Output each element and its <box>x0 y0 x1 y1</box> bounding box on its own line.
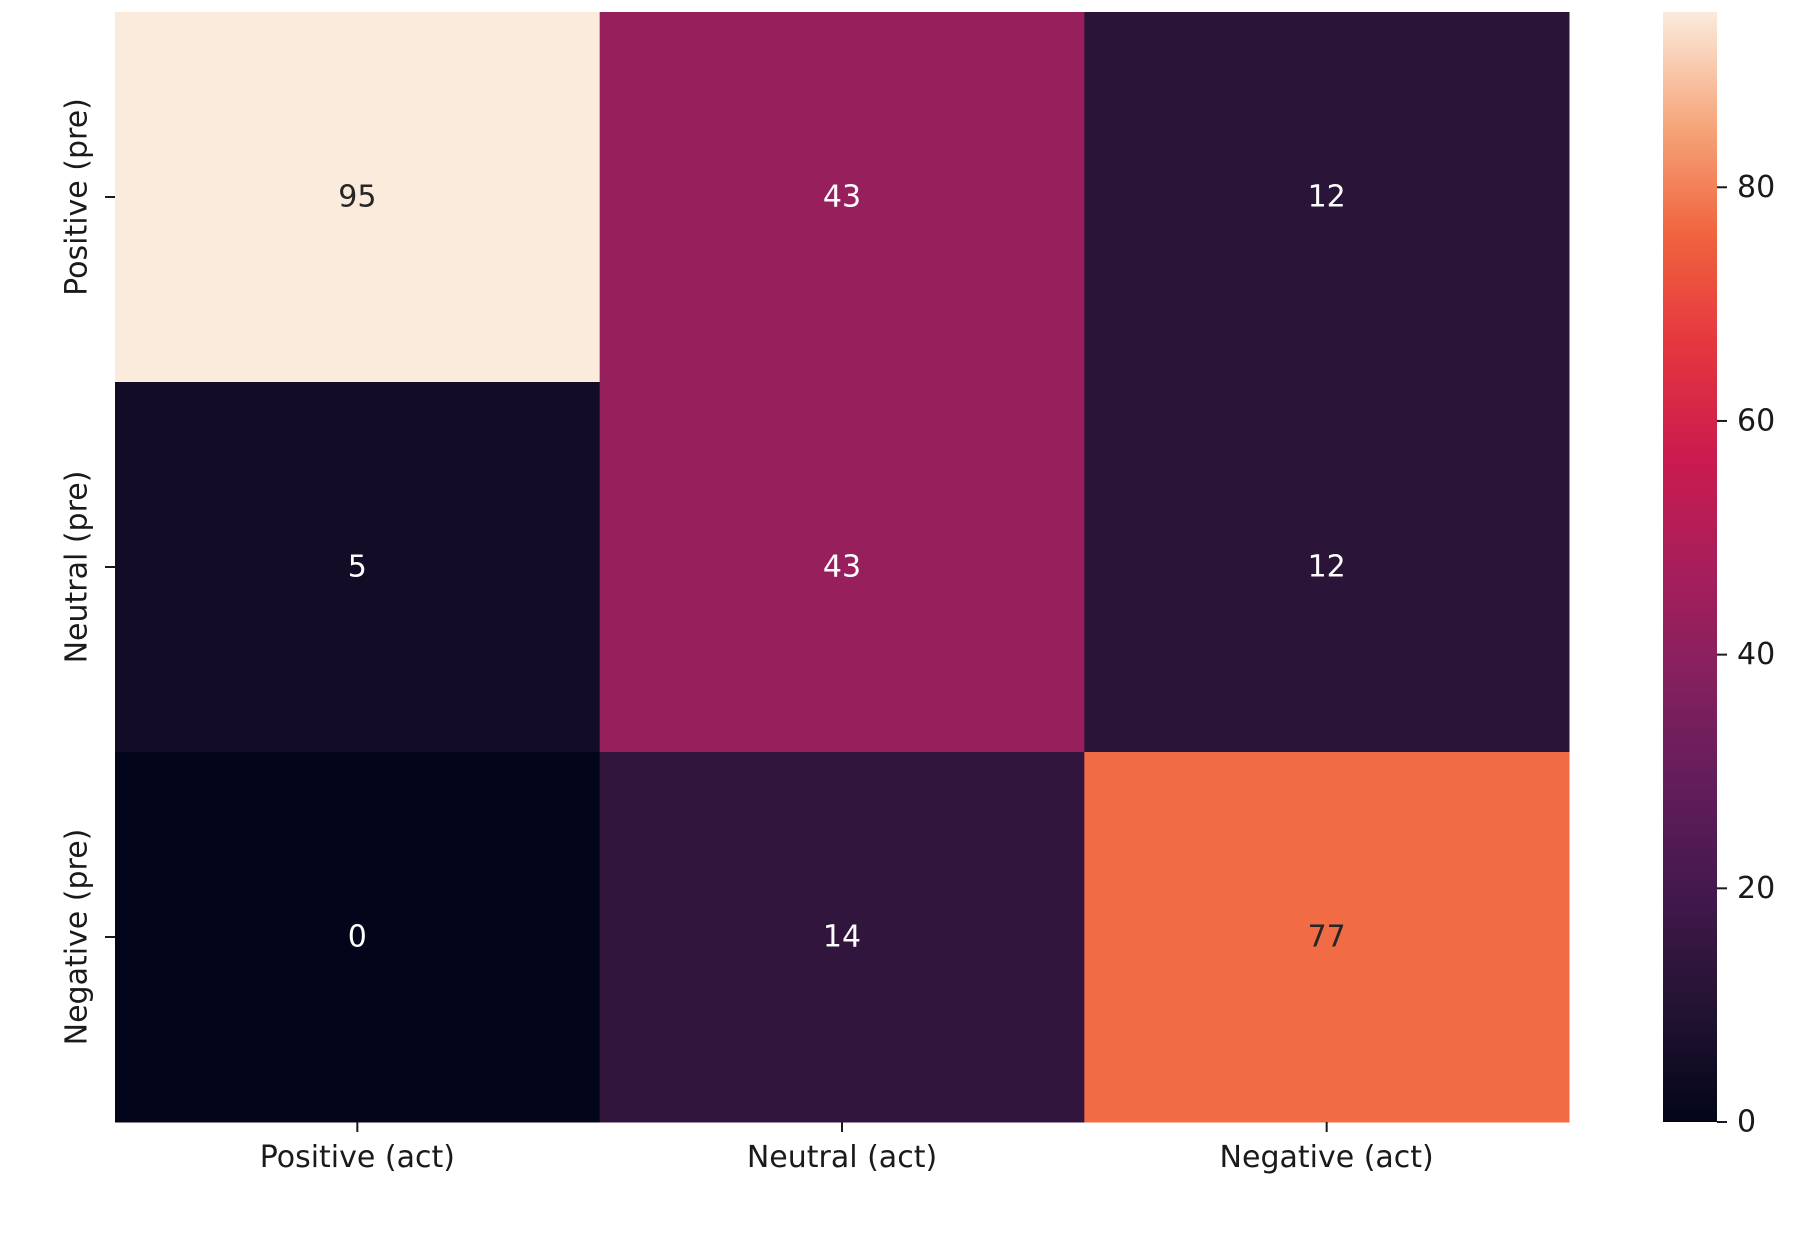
colorbar-ticks: 0 20 40 60 80 <box>1717 170 1775 1140</box>
heatmap-cell-r0-c2 <box>1084 12 1570 383</box>
heatmap-cells <box>115 12 1570 1123</box>
heatmap-cell-labels: 95 43 12 5 43 12 0 14 77 <box>338 180 1346 955</box>
cell-value-label-r2-c1: 14 <box>823 920 861 955</box>
cell-value-label-r1-c1: 43 <box>823 550 861 585</box>
heatmap-cell-r1-c1 <box>599 382 1085 753</box>
cell-value-label-r0-c2: 12 <box>1308 180 1346 215</box>
heatmap-cell-r2-c0 <box>115 752 601 1123</box>
heatmap-cell-r0-c0 <box>115 12 601 383</box>
cell-value-label-r2-c0: 0 <box>348 920 367 955</box>
y-axis: Positive (pre) Neutral (pre) Negative (pre… <box>60 98 115 1046</box>
cell-value-label-r0-c0: 95 <box>338 180 376 215</box>
x-axis: Positive (act) Neutral (act) Negative (act… <box>260 1122 1434 1175</box>
colorbar-tick-label-2: 40 <box>1737 637 1775 672</box>
y-tick-label-2: Negative (pre) <box>60 829 95 1046</box>
colorbar-gradient <box>1663 12 1717 1122</box>
cell-value-label-r0-c1: 43 <box>823 180 861 215</box>
heatmap-cell-r2-c1 <box>599 752 1085 1123</box>
colorbar-tick-label-1: 20 <box>1737 871 1775 906</box>
cell-value-label-r2-c2: 77 <box>1308 920 1346 955</box>
heatmap-cell-r1-c0 <box>115 382 601 753</box>
x-tick-label-1: Neutral (act) <box>747 1140 937 1175</box>
cell-value-label-r1-c0: 5 <box>348 550 367 585</box>
colorbar-tick-label-0: 0 <box>1737 1105 1756 1140</box>
heatmap-cell-r0-c1 <box>599 12 1085 383</box>
y-tick-label-1: Neutral (pre) <box>60 471 95 664</box>
colorbar: 0 20 40 60 80 <box>1663 12 1775 1140</box>
x-tick-label-2: Negative (act) <box>1220 1140 1434 1175</box>
y-tick-label-0: Positive (pre) <box>60 98 95 296</box>
x-tick-label-0: Positive (act) <box>260 1140 455 1175</box>
heatmap-cell-r2-c2 <box>1084 752 1570 1123</box>
cell-value-label-r1-c2: 12 <box>1308 550 1346 585</box>
heatmap-cell-r1-c2 <box>1084 382 1570 753</box>
colorbar-tick-label-4: 80 <box>1737 170 1775 205</box>
colorbar-tick-label-3: 60 <box>1737 403 1775 438</box>
